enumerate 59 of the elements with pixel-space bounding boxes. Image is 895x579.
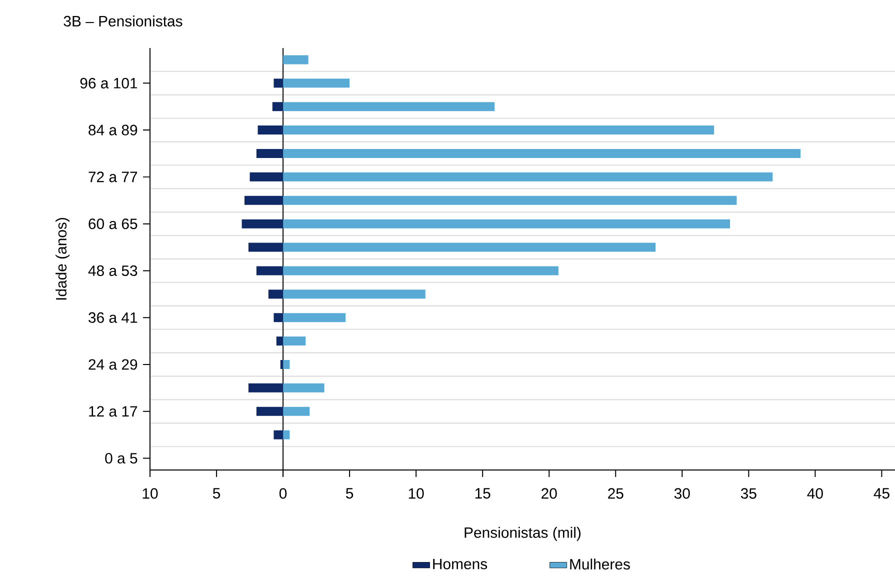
bar [244, 196, 284, 205]
x-tick-label: 10 [142, 488, 158, 499]
bar [283, 406, 310, 416]
x-tick-label: 35 [740, 488, 756, 499]
y-tick-label: 12 a 17 [89, 406, 138, 417]
y-tick-label: 36 a 41 [88, 312, 138, 323]
bar [274, 313, 284, 322]
bar [280, 360, 284, 369]
x-tick-label: 45 [874, 488, 890, 499]
bar [283, 336, 306, 346]
y-tick-label: 24 a 29 [88, 359, 138, 370]
bar [258, 126, 284, 135]
x-tick-label: 10 [408, 488, 424, 499]
legend-label: Mulheres [570, 558, 630, 570]
y-tick-label: 96 a 101 [80, 78, 138, 88]
y-tick-label: 72 a 77 [88, 172, 138, 182]
x-tick-label: 30 [674, 488, 690, 499]
x-tick-label: 5 [212, 488, 220, 499]
bar [283, 55, 308, 64]
bar [283, 313, 346, 322]
bar [283, 219, 730, 228]
bar [283, 290, 426, 299]
bar [283, 242, 656, 252]
bar [256, 148, 284, 158]
bar [268, 290, 284, 299]
x-tick-label: 15 [475, 488, 490, 499]
bar [283, 102, 495, 112]
legend-label: Homens [433, 558, 488, 570]
bar [248, 383, 284, 392]
x-tick-label: 40 [807, 488, 823, 499]
bar [274, 78, 284, 88]
bar [283, 383, 324, 392]
y-axis-title: Idade (anos) [56, 218, 70, 300]
y-tick-label: 84 a 89 [88, 124, 138, 136]
bar [274, 430, 284, 440]
bar [248, 242, 284, 252]
x-tick-label: 20 [542, 488, 557, 499]
bar [283, 196, 737, 205]
bar [256, 266, 284, 276]
x-tick-label: 0 [279, 488, 287, 499]
bar [283, 126, 714, 135]
bar [283, 148, 801, 158]
chart-title: 3B – Pensionistas [64, 16, 182, 26]
bar [256, 406, 284, 416]
bar [242, 219, 284, 228]
bar [272, 102, 284, 112]
y-tick-label: 60 a 65 [88, 218, 138, 230]
y-tick-label: 48 a 53 [88, 265, 138, 276]
y-tick-label: 0 a 5 [105, 452, 138, 464]
bar [283, 360, 290, 369]
x-axis-title: Pensionistas (mil) [464, 526, 581, 541]
x-tick-label: 25 [608, 488, 624, 499]
bar [283, 172, 773, 182]
bar [276, 336, 284, 346]
bar [250, 172, 284, 182]
x-tick-label: 5 [346, 488, 354, 499]
bar [283, 266, 558, 276]
bar [283, 78, 350, 88]
bar [283, 430, 290, 440]
